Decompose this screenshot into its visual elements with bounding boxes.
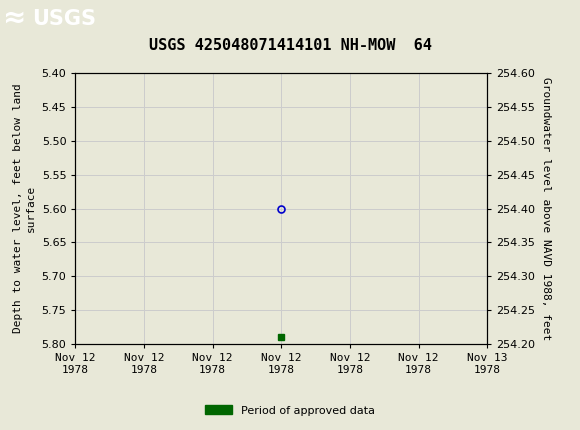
Y-axis label: Depth to water level, feet below land
surface: Depth to water level, feet below land su… <box>13 84 36 333</box>
Text: USGS 425048071414101 NH-MOW  64: USGS 425048071414101 NH-MOW 64 <box>148 38 432 52</box>
Y-axis label: Groundwater level above NAVD 1988, feet: Groundwater level above NAVD 1988, feet <box>541 77 551 340</box>
Text: ≈: ≈ <box>3 4 26 32</box>
Text: USGS: USGS <box>32 9 96 29</box>
Legend: Period of approved data: Period of approved data <box>200 401 380 420</box>
